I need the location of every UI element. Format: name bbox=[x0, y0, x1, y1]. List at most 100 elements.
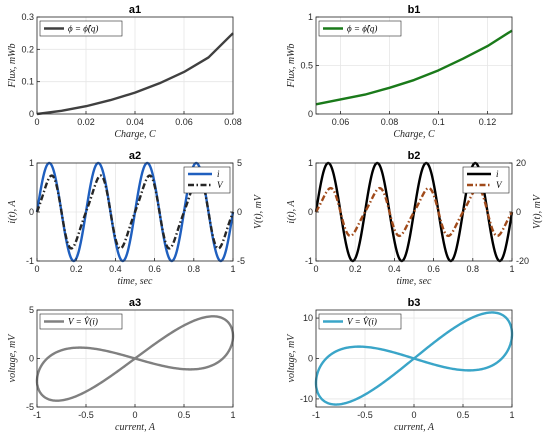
y-tick-label: 1 bbox=[308, 12, 313, 22]
x-tick-label: 0.2 bbox=[349, 264, 362, 274]
series-line-a1-0 bbox=[36, 32, 234, 116]
y-right-tick-label: 0 bbox=[516, 207, 521, 217]
x-tick-label: 0.02 bbox=[77, 117, 95, 127]
series-line-a2-1 bbox=[35, 174, 235, 250]
y-axis-label: Flux, mWb bbox=[7, 44, 18, 89]
legend: ϕ = ϕ̂(q) bbox=[318, 20, 402, 37]
legend-box bbox=[318, 20, 402, 37]
y-tick-label: 5 bbox=[29, 305, 34, 315]
y-tick-label: 0 bbox=[29, 207, 34, 217]
legend-box bbox=[462, 166, 510, 194]
x-tick-label: 0 bbox=[34, 117, 39, 127]
y-tick-label: 0 bbox=[308, 207, 313, 217]
legend-entry: V = V̂(i) bbox=[347, 316, 377, 326]
legend: V = V̂(i) bbox=[318, 313, 402, 330]
x-tick-label: 0 bbox=[313, 264, 318, 274]
panel-title: a1 bbox=[129, 4, 141, 16]
x-tick-label: 0 bbox=[132, 410, 137, 420]
x-axis-label: time, sec bbox=[118, 276, 154, 287]
x-tick-label: 0.04 bbox=[126, 117, 144, 127]
x-tick-label: 0.8 bbox=[188, 264, 201, 274]
y-right-axis-label: V(t), mV bbox=[253, 193, 264, 229]
panel-title: b1 bbox=[408, 4, 421, 16]
y-right-tick-label: 20 bbox=[516, 158, 526, 168]
x-tick-label: -1 bbox=[33, 410, 41, 420]
legend: iV bbox=[183, 166, 231, 194]
x-axis-label: Charge, C bbox=[393, 129, 435, 140]
legend-entry: i bbox=[217, 169, 220, 179]
legend-entry: V bbox=[496, 180, 503, 190]
legend: V = V̂(i) bbox=[39, 313, 123, 330]
y-tick-label: 0 bbox=[308, 354, 313, 364]
y-tick-label: 1 bbox=[308, 158, 313, 168]
y-tick-label: -10 bbox=[300, 394, 313, 404]
panel-a3: a3 -1 -0.5 0 0.5 1 -5 0 5 current, A voltage, mV V … bbox=[7, 297, 236, 433]
x-tick-label: 0.08 bbox=[381, 117, 399, 127]
x-tick-label: 1 bbox=[509, 410, 514, 420]
y-tick-label: 0 bbox=[29, 354, 34, 364]
y-tick-label: -1 bbox=[305, 256, 313, 266]
x-axis-label: time, sec bbox=[397, 276, 433, 287]
x-tick-label: 1 bbox=[230, 410, 235, 420]
x-tick-label: 0.08 bbox=[224, 117, 242, 127]
x-tick-label: 0.12 bbox=[479, 117, 497, 127]
x-tick-label: -0.5 bbox=[78, 410, 94, 420]
legend-entry: V = V̂(i) bbox=[68, 316, 98, 326]
x-tick-label: 0.8 bbox=[467, 264, 480, 274]
y-axis-label: i(t), A bbox=[286, 200, 297, 224]
y-axis-label: voltage, mV bbox=[7, 333, 18, 383]
panel-a1: a1 0 0.02 0.04 0.06 0.08 0 0.1 0.2 0.3 Charge, C Fl… bbox=[7, 4, 242, 140]
x-tick-label: 0.6 bbox=[148, 264, 161, 274]
y-right-tick-label: -5 bbox=[237, 256, 245, 266]
legend-entry: ϕ = ϕ̂(q) bbox=[347, 24, 377, 34]
x-tick-label: 0.4 bbox=[388, 264, 401, 274]
legend-entry: i bbox=[496, 169, 499, 179]
y-tick-label: 0.5 bbox=[300, 61, 313, 71]
x-tick-label: 0.5 bbox=[457, 410, 470, 420]
y-right-axis-label: V(t), mV bbox=[532, 193, 543, 229]
y-tick-label: 0 bbox=[308, 109, 313, 119]
x-tick-label: 0.5 bbox=[178, 410, 191, 420]
y-tick-label: 0.2 bbox=[21, 44, 34, 54]
x-tick-label: 0 bbox=[411, 410, 416, 420]
x-tick-label: 1 bbox=[509, 264, 514, 274]
panel-title: b3 bbox=[408, 297, 421, 309]
x-axis-label: current, A bbox=[394, 422, 435, 433]
x-tick-label: 1 bbox=[230, 264, 235, 274]
series-line-b1-0 bbox=[315, 29, 513, 106]
x-axis-label: current, A bbox=[115, 422, 156, 433]
x-tick-label: -0.5 bbox=[357, 410, 373, 420]
panel-title: b2 bbox=[408, 150, 421, 162]
x-tick-label: 0.4 bbox=[109, 264, 122, 274]
x-axis-label: Charge, C bbox=[114, 129, 156, 140]
legend-entry: V bbox=[217, 180, 224, 190]
y-tick-label: -1 bbox=[26, 256, 34, 266]
legend: iV bbox=[462, 166, 510, 194]
y-tick-label: 1 bbox=[29, 158, 34, 168]
x-tick-label: 0 bbox=[34, 264, 39, 274]
series-line-b3-0 bbox=[314, 311, 514, 406]
y-axis-label: voltage, mV bbox=[286, 333, 297, 383]
legend: ϕ = ϕ̂(q) bbox=[39, 20, 123, 37]
legend-box bbox=[318, 313, 402, 330]
y-tick-label: -5 bbox=[26, 402, 34, 412]
x-tick-label: 0.2 bbox=[70, 264, 83, 274]
y-axis-label: Flux, mWb bbox=[286, 44, 297, 89]
y-tick-label: 0.1 bbox=[21, 77, 34, 87]
y-right-tick-label: -20 bbox=[516, 256, 529, 266]
series-line-a3-0 bbox=[35, 315, 235, 402]
x-tick-label: 0.1 bbox=[432, 117, 445, 127]
y-right-tick-label: 0 bbox=[237, 207, 242, 217]
legend-box bbox=[39, 20, 123, 37]
legend-box bbox=[183, 166, 231, 194]
series-line-b2-1 bbox=[314, 186, 514, 238]
y-tick-label: 0.3 bbox=[21, 12, 34, 22]
panel-title: a2 bbox=[129, 150, 141, 162]
panel-b1: b1 0.06 0.08 0.1 0.12 0 0.5 1 Charge, C Flux, mWb… bbox=[286, 4, 513, 140]
legend-box bbox=[39, 313, 123, 330]
y-axis-label: i(t), A bbox=[7, 200, 18, 224]
x-tick-label: -1 bbox=[312, 410, 320, 420]
